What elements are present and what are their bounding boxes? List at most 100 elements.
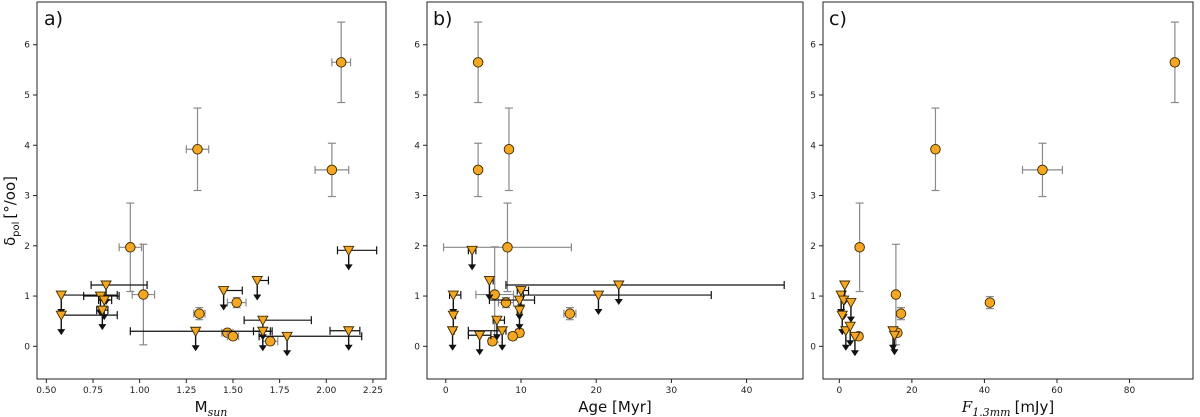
panel-a-x-tick-label: 1.75: [270, 386, 290, 396]
panel-c-limit-point: [840, 326, 852, 337]
panel-b-y-tick-label: 1: [414, 292, 420, 302]
panel-a-detection-point: [138, 289, 149, 300]
panel-b-x-tick-label: 20: [590, 386, 602, 396]
panel-a-y-tick-label: 4: [24, 141, 30, 151]
panel-b-limit-arrow-head: [475, 349, 484, 356]
panel-b-limit-arrow-head: [614, 299, 623, 306]
panel-a-y-tick-label: 0: [24, 342, 30, 352]
panel-b-limit-arrow-head: [468, 264, 477, 271]
panel-c-letter: c): [829, 8, 847, 30]
panel-a-detection-point: [231, 297, 242, 308]
panel-a-limit-point: [217, 286, 230, 297]
panel-a-limit-point: [98, 295, 110, 307]
panel-c-x-tick-label: 60: [1051, 386, 1063, 396]
panel-b-detection-point: [507, 331, 518, 342]
panel-c-y-tick-label: 5: [810, 91, 816, 101]
panel-b-letter: b): [433, 8, 452, 30]
panel-a-x-tick-label: 2.25: [363, 386, 383, 396]
panel-a-letter: a): [44, 8, 63, 30]
panel-b-x-tick-label: 40: [741, 386, 753, 396]
panel-a-detection-point: [335, 57, 347, 68]
panel-a-marks: 0.50 0.75 1.00 1.25 1.50 1.75 2.00 2.25 0 1 2 3 4 5 6: [24, 21, 383, 396]
panel-b-limit-arrow-head: [498, 344, 507, 351]
panel-a-x-label: Msun: [195, 398, 228, 417]
panel-a-x-tick-label: 2.00: [316, 386, 336, 396]
panel-c-x-label-unit: [mJy]: [1015, 398, 1055, 416]
panel-c-detection-point: [854, 242, 865, 253]
panel-b-limit-point: [446, 326, 459, 337]
panel-b-y-tick-label: 0: [414, 342, 420, 352]
panel-a-y-tick-label: 5: [24, 91, 30, 101]
panel-b-limit-point: [466, 245, 478, 257]
panel-b-limit-point: [513, 295, 526, 307]
panel-c-frame: [822, 1, 1194, 380]
panel-c-limit-arrow-head: [850, 350, 859, 357]
panel-b-limit-point: [491, 315, 503, 327]
panel-b-x-tick-label: 10: [515, 386, 527, 396]
panel-a-limit-arrow-head: [344, 344, 353, 351]
panel-a-detection-point: [227, 331, 239, 342]
panel-b-limit-arrow-head: [594, 309, 603, 316]
panel-b-y-tick-label: 4: [414, 141, 420, 151]
panel-b-limit-point: [612, 280, 625, 291]
panel-b-limit-point: [447, 310, 460, 322]
panel-b-limit-arrow-head: [492, 334, 501, 341]
panel-a-frame: [36, 1, 387, 380]
panel-b-limit-arrow-head: [515, 324, 524, 331]
panel-b-x-label: Age [Myr]: [578, 398, 651, 416]
panel-a-limit-arrow-head: [57, 329, 66, 336]
panel-a-limit-point: [100, 280, 112, 291]
panel-c-detection-point: [930, 144, 941, 155]
panel-c-x-tick-label: 0: [836, 386, 842, 396]
panel-b-y-tick-label: 5: [414, 91, 420, 101]
panel-a-x-label-sub: sun: [208, 406, 228, 417]
panel-b-x-tick-label: 0: [443, 386, 449, 396]
panel-a-y-tick-label: 6: [24, 41, 30, 51]
panel-a-detection-point: [192, 144, 203, 155]
panel-c-limit-point: [836, 310, 848, 322]
panel-a-limit-point: [55, 310, 68, 322]
panel-a-limit-point: [189, 326, 202, 338]
panel-b-detection-point: [500, 297, 512, 308]
panel-c-limit-arrow-head: [846, 340, 855, 347]
panel-c-y-tick-label: 2: [810, 242, 816, 252]
panel-b-limit-point: [483, 276, 496, 287]
panel-c-detection-point: [890, 289, 902, 300]
panel-a-x-tick-label: 1.25: [176, 386, 196, 396]
panel-a-x-label-main: M: [195, 398, 208, 416]
panel-b-limit-point: [473, 330, 486, 342]
panel-b: 0 10 20 30 40 0 1 2 3 4 5 6 b) Age [Myr]: [414, 1, 804, 416]
panel-b-x-tick-label: 30: [666, 386, 678, 396]
panel-c-limit-point: [845, 298, 857, 309]
panel-a-limit-arrow-head: [283, 350, 292, 357]
panel-a-limit-point: [257, 315, 269, 327]
panel-b-limit-point: [496, 326, 508, 337]
panel-b-frame: [426, 1, 804, 380]
panel-a-limit-arrow-head: [100, 314, 109, 321]
panel-b-detection-point: [502, 242, 513, 253]
panel-c-y-tick-label: 4: [810, 141, 816, 151]
panel-a-x-tick-label: 0.50: [36, 386, 56, 396]
panel-a-limit-arrow-head: [258, 345, 267, 352]
panel-a: 0.50 0.75 1.00 1.25 1.50 1.75 2.00 2.250123456 …: [24, 1, 387, 417]
panel-c-limit-point: [849, 331, 861, 343]
panel-a-limit-arrow-head: [344, 264, 353, 271]
panel-c-limit-point: [844, 321, 856, 333]
panel-b-detection-point: [503, 144, 515, 155]
panel-b-detection-point: [487, 336, 498, 347]
panel-c-limit-point: [835, 290, 847, 301]
panel-a-limit-point: [96, 305, 109, 317]
panel-a-limit-point: [257, 326, 269, 338]
panel-a-x-tick-label: 0.75: [83, 386, 103, 396]
panel-c-limit-arrow-head: [846, 316, 855, 323]
panel-c-x-tick-label: 80: [1124, 386, 1136, 396]
panel-b-y-tick-label: 2: [414, 242, 420, 252]
panel-c-limit-arrow-head: [890, 349, 899, 356]
panel-a-limit-point: [342, 245, 355, 257]
panel-c-x-tick-label: 20: [906, 386, 918, 396]
panel-b-limit-point: [513, 305, 526, 317]
panel-a-limit-arrow-head: [191, 345, 200, 352]
y-axis-label: δpol [°/oo]: [1, 176, 22, 246]
panel-c-limit-arrow-head: [841, 344, 850, 351]
